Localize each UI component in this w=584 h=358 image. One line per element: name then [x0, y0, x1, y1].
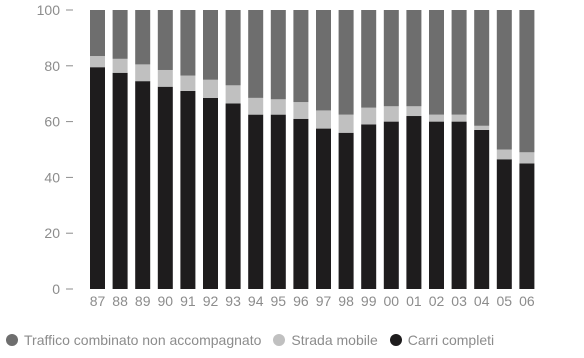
bar-segment-carri-completi: [90, 67, 105, 289]
legend-label-traffico: Traffico combinato non accompagnato: [24, 332, 262, 348]
bar-segment-strada-mobile: [474, 125, 490, 130]
x-tick-label: 98: [338, 293, 354, 309]
bar-segment-carri-completi: [451, 121, 467, 289]
bar-segment-carri-completi: [429, 121, 444, 289]
bar-segment-traffico-combinato-non-accompagnato: [248, 10, 264, 98]
bar-segment-traffico-combinato-non-accompagnato: [496, 10, 512, 150]
bar-segment-carri-completi: [225, 103, 241, 289]
x-tick-label: 00: [384, 293, 400, 309]
bar-segment-carri-completi: [496, 159, 512, 289]
bar-segment-strada-mobile: [338, 114, 354, 133]
bar-segment-carri-completi: [270, 114, 286, 289]
bar-segment-strada-mobile: [225, 85, 241, 104]
bar-segment-carri-completi: [112, 72, 128, 290]
x-tick-label: 96: [293, 293, 309, 309]
bar-segment-traffico-combinato-non-accompagnato: [270, 10, 286, 100]
y-tick-label: 20: [44, 225, 60, 241]
bar-segment-strada-mobile: [180, 75, 196, 91]
y-tick-label: 40: [44, 169, 60, 185]
bar-segment-strada-mobile: [361, 107, 377, 125]
x-tick-label: 89: [135, 293, 151, 309]
chart-legend: Traffico combinato non accompagnato Stra…: [6, 332, 506, 348]
x-tick-label: 91: [180, 293, 196, 309]
bar-segment-traffico-combinato-non-accompagnato: [180, 10, 196, 76]
bar-segment-traffico-combinato-non-accompagnato: [338, 10, 354, 115]
y-tick-label: 60: [44, 114, 60, 130]
bar-segment-traffico-combinato-non-accompagnato: [135, 10, 151, 65]
x-tick-label: 06: [519, 293, 535, 309]
x-tick-label: 87: [90, 293, 106, 309]
bar-segment-strada-mobile: [112, 58, 128, 73]
x-tick-label: 90: [158, 293, 174, 309]
x-tick-label: 93: [225, 293, 241, 309]
bar-segment-carri-completi: [361, 124, 377, 289]
bar-segment-traffico-combinato-non-accompagnato: [451, 10, 467, 115]
bar-segment-traffico-combinato-non-accompagnato: [429, 10, 444, 115]
bar-segment-traffico-combinato-non-accompagnato: [112, 10, 128, 59]
bar-segment-traffico-combinato-non-accompagnato: [293, 10, 309, 103]
bar-segment-traffico-combinato-non-accompagnato: [225, 10, 241, 86]
bar-segment-carri-completi: [248, 114, 264, 289]
legend-item-traffico: Traffico combinato non accompagnato: [6, 332, 261, 348]
bar-segment-traffico-combinato-non-accompagnato: [406, 10, 422, 107]
bar-segment-strada-mobile: [90, 56, 105, 68]
bar-segment-carri-completi: [180, 90, 196, 289]
bar-segment-carri-completi: [203, 97, 218, 289]
bar-segment-strada-mobile: [293, 102, 309, 119]
bar-segment-carri-completi: [293, 118, 309, 289]
bar-segment-strada-mobile: [383, 106, 399, 122]
bar-segment-strada-mobile: [316, 110, 331, 129]
bar-segment-carri-completi: [135, 81, 151, 290]
bar-segment-traffico-combinato-non-accompagnato: [316, 10, 331, 111]
bar-segment-traffico-combinato-non-accompagnato: [90, 10, 105, 57]
bar-segment-traffico-combinato-non-accompagnato: [383, 10, 399, 107]
bar-segment-strada-mobile: [451, 114, 467, 122]
bar-segment-carri-completi: [316, 128, 331, 289]
bar-segment-carri-completi: [474, 129, 490, 289]
y-tick-label: 100: [37, 2, 61, 18]
bar-segment-strada-mobile: [135, 64, 151, 82]
legend-swatch-traffico: [6, 334, 18, 346]
x-tick-label: 02: [429, 293, 445, 309]
y-tick-label: 0: [52, 281, 60, 297]
x-tick-label: 94: [248, 293, 264, 309]
bar-segment-carri-completi: [383, 121, 399, 289]
bar-segment-carri-completi: [406, 116, 422, 290]
bar-segment-carri-completi: [157, 86, 173, 289]
x-tick-label: 03: [451, 293, 467, 309]
bar-segment-traffico-combinato-non-accompagnato: [361, 10, 377, 108]
bar-segment-strada-mobile: [496, 149, 512, 160]
bar-segment-strada-mobile: [519, 152, 535, 164]
legend-swatch-strada-mobile: [273, 334, 286, 346]
x-tick-label: 95: [271, 293, 287, 309]
legend-label-carri-completi: Carri completi: [407, 332, 495, 348]
bar-segment-strada-mobile: [203, 79, 218, 98]
bar-segment-strada-mobile: [429, 114, 444, 122]
bar-segment-traffico-combinato-non-accompagnato: [519, 10, 535, 153]
bar-segment-strada-mobile: [270, 99, 286, 115]
y-tick-label: 80: [44, 58, 60, 74]
legend-item-strada-mobile: Strada mobile: [273, 332, 378, 348]
bar-segment-traffico-combinato-non-accompagnato: [157, 10, 173, 70]
bar-segment-strada-mobile: [157, 69, 173, 87]
bar-segment-carri-completi: [338, 132, 354, 289]
x-tick-label: 97: [316, 293, 332, 309]
legend-label-strada-mobile: Strada mobile: [291, 332, 378, 348]
bar-segment-strada-mobile: [248, 97, 264, 115]
x-tick-label: 01: [406, 293, 422, 309]
x-tick-label: 05: [497, 293, 513, 309]
bar-segment-strada-mobile: [406, 106, 422, 117]
legend-item-carri-completi: Carri completi: [389, 332, 495, 348]
x-tick-label: 04: [474, 293, 490, 309]
x-tick-label: 92: [203, 293, 219, 309]
legend-swatch-carri-completi: [389, 334, 402, 346]
bar-segment-traffico-combinato-non-accompagnato: [203, 10, 218, 80]
bar-segment-carri-completi: [519, 163, 535, 289]
x-tick-label: 99: [361, 293, 377, 309]
x-tick-label: 88: [112, 293, 128, 309]
bar-segment-traffico-combinato-non-accompagnato: [474, 10, 490, 126]
